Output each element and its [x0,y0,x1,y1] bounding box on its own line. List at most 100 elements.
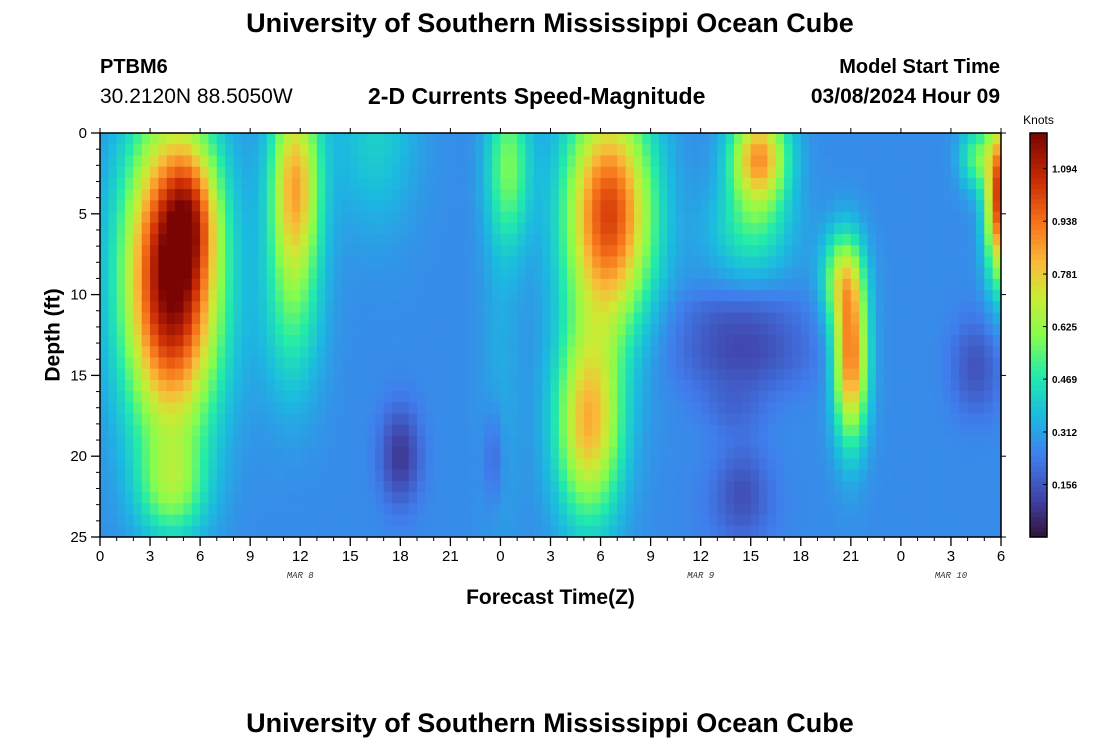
heatmap-cell [784,514,794,527]
heatmap-cell [467,267,477,280]
heatmap-cell [508,177,518,190]
heatmap-cell [341,267,351,280]
colorbar-band [1030,314,1047,321]
heatmap-cell [717,290,727,302]
heatmap-cell [116,480,126,493]
heatmap-cell [784,290,794,302]
heatmap-cell [675,413,685,426]
heatmap-cell [291,189,301,201]
heatmap-cell [141,189,151,201]
heatmap-cell [892,525,902,538]
heatmap-cell [667,278,677,291]
heatmap-cell [842,211,852,224]
heatmap-cell [992,301,1002,314]
heatmap-cell [667,133,677,145]
heatmap-cell [375,514,385,527]
heatmap-cell [709,312,718,325]
heatmap-cell [375,391,385,403]
heatmap-cell [266,301,276,314]
heatmap-cell [875,211,885,224]
heatmap-cell [583,492,593,504]
heatmap-cell [692,436,702,448]
heatmap-cell [241,155,251,168]
heatmap-cell [200,301,210,314]
heatmap-cell [458,391,468,403]
heatmap-cell [834,144,844,157]
heatmap-cell [508,189,518,201]
heatmap-cell [508,290,518,302]
heatmap-cell [667,480,677,493]
heatmap-cell [658,424,668,437]
heatmap-cell [759,245,768,258]
heatmap-cell [308,290,318,302]
heatmap-cell [917,133,927,145]
heatmap-cell [975,368,985,381]
heatmap-cell [875,144,885,157]
heatmap-cell [825,402,835,415]
heatmap-cell [533,458,543,471]
heatmap-cell [875,155,885,168]
heatmap-cell [408,278,418,291]
heatmap-cell [842,267,852,280]
heatmap-cell [900,357,910,370]
heatmap-cell [925,267,935,280]
heatmap-cell [900,424,910,437]
heatmap-cell [100,469,109,482]
heatmap-cell [442,211,451,224]
heatmap-cell [408,514,418,527]
heatmap-cell [734,346,743,359]
heatmap-cell [842,189,852,201]
heatmap-cell [100,458,109,471]
heatmap-cell [550,234,560,246]
heatmap-cell [525,346,535,359]
heatmap-cell [258,346,268,359]
heatmap-cell [291,458,301,471]
heatmap-cell [358,480,368,493]
heatmap-cell [233,447,243,460]
heatmap-cell [809,323,819,336]
heatmap-cell [233,368,243,381]
heatmap-cell [784,469,794,482]
heatmap-cell [200,177,210,190]
heatmap-cell [583,436,593,448]
heatmap-cell [533,290,543,302]
heatmap-cell [108,267,118,280]
heatmap-cell [308,379,318,392]
heatmap-cell [975,469,985,482]
heatmap-cell [525,177,535,190]
heatmap-cell [525,222,535,235]
heatmap-cell [408,503,418,516]
heatmap-cell [734,256,743,269]
heatmap-cell [225,312,235,325]
heatmap-cell [734,436,743,448]
heatmap-cell [683,189,693,201]
heatmap-cell [300,357,310,370]
heatmap-cell [675,256,685,269]
heatmap-cell [200,480,210,493]
heatmap-cell [817,402,827,415]
heatmap-cell [442,413,451,426]
heatmap-cell [350,290,360,302]
heatmap-cell [475,155,485,168]
heatmap-cell [517,480,527,493]
heatmap-cell [592,402,602,415]
heatmap-cell [633,290,643,302]
heatmap-cell [533,312,543,325]
heatmap-cell [333,222,343,235]
heatmap-cell [133,503,143,516]
heatmap-cell [692,492,702,504]
heatmap-cell [900,177,910,190]
x-tick-label: 21 [842,548,859,565]
heatmap-cell [558,480,568,493]
heatmap-cell [241,323,251,336]
heatmap-cell [709,357,718,370]
heatmap-cell [425,413,435,426]
heatmap-cell [391,278,401,291]
heatmap-cell [216,278,226,291]
heatmap-cell [150,323,159,336]
heatmap-cell [283,492,293,504]
heatmap-cell [925,480,935,493]
heatmap-cell [408,357,418,370]
heatmap-cell [391,245,401,258]
heatmap-cell [717,312,727,325]
